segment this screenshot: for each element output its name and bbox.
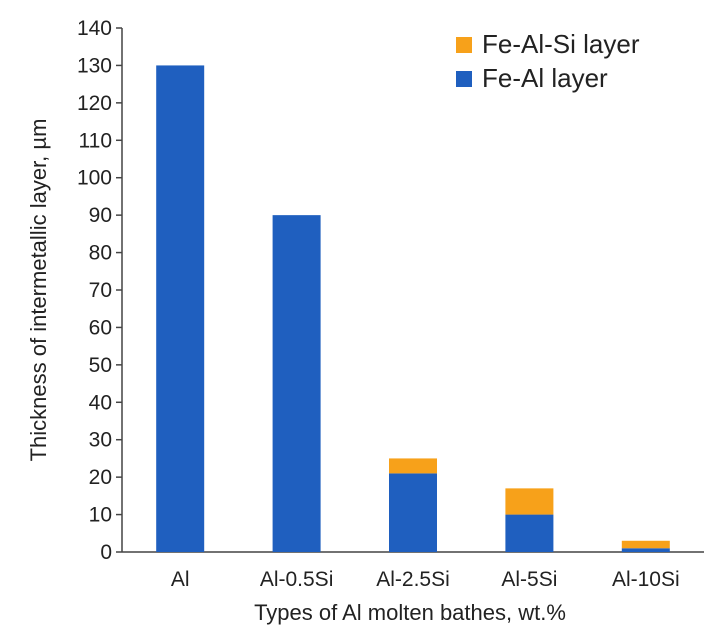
- bar-fe-al-si-layer-al-2-5si: [389, 458, 437, 474]
- bar-fe-al-layer-al: [156, 65, 205, 552]
- bar-fe-al-si-layer-al-5si: [505, 488, 554, 515]
- y-tick-label: 30: [89, 429, 112, 452]
- x-axis-title: Types of Al molten bathes, wt.%: [254, 600, 566, 625]
- legend-swatch: [456, 71, 472, 87]
- legend-label: Fe-Al layer: [482, 63, 608, 93]
- bar-fe-al-layer-al-10si: [621, 548, 670, 552]
- y-tick-label: 40: [89, 391, 112, 414]
- y-tick-label: 50: [89, 354, 112, 377]
- y-axis-title: Thickness of intermetallic layer, µm: [26, 119, 51, 462]
- y-tick-label: 10: [89, 504, 112, 527]
- y-tick-label: 60: [89, 316, 112, 339]
- y-tick-label: 100: [77, 167, 112, 190]
- y-tick-label: 140: [77, 17, 112, 40]
- y-tick-label: 0: [100, 541, 112, 564]
- x-tick-label: Al-5Si: [501, 568, 557, 591]
- y-tick-label: 80: [89, 242, 112, 265]
- y-tick-label: 90: [89, 204, 112, 227]
- y-tick-label: 130: [77, 54, 112, 77]
- y-axis: 0 10 20 30 40 50 60 70 80 90 100 110 120 130 140: [77, 17, 123, 564]
- y-tick-label: 20: [89, 466, 112, 489]
- y-tick-label: 110: [79, 129, 112, 152]
- bars-group: [156, 65, 670, 552]
- x-axis: Al Al-0.5Si Al-2.5Si Al-5Si Al-10Si: [122, 551, 704, 591]
- bar-fe-al-layer-al-5si: [505, 514, 554, 552]
- legend-label: Fe-Al-Si layer: [482, 29, 640, 59]
- bar-fe-al-layer-al-2-5si: [389, 473, 437, 552]
- legend: Fe-Al-Si layer Fe-Al layer: [456, 29, 640, 93]
- bar-fe-al-si-layer-al-10si: [621, 540, 670, 549]
- legend-swatch: [456, 37, 472, 53]
- x-tick-label: Al: [171, 568, 190, 591]
- y-tick-label: 70: [89, 279, 112, 302]
- bar-fe-al-layer-al-0-5si: [272, 215, 321, 552]
- x-tick-label: Al-0.5Si: [260, 568, 334, 591]
- x-tick-label: Al-2.5Si: [376, 568, 450, 591]
- x-tick-label: Al-10Si: [612, 568, 680, 591]
- y-tick-label: 120: [77, 92, 112, 115]
